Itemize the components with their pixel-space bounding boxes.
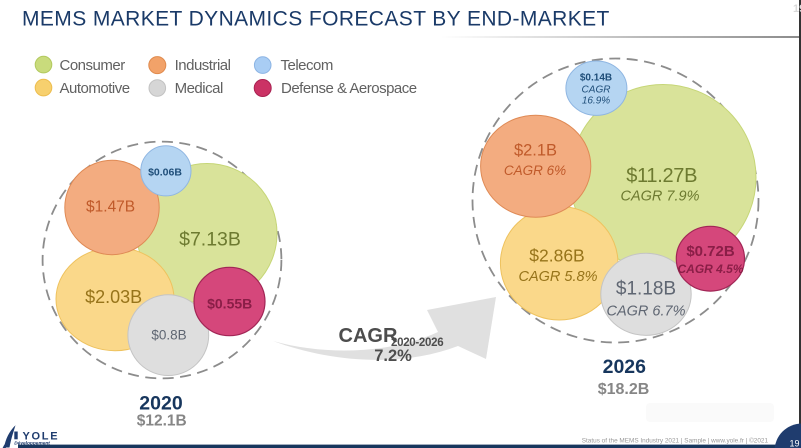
svg-text:$11.27B: $11.27B xyxy=(626,165,697,187)
svg-text:$0.72B: $0.72B xyxy=(686,243,735,260)
svg-text:Industrial: Industrial xyxy=(175,57,231,74)
svg-text:CAGR 4.5%: CAGR 4.5% xyxy=(677,262,743,276)
svg-text:CAGR 6.7%: CAGR 6.7% xyxy=(607,303,686,319)
svg-text:$0.14B: $0.14B xyxy=(580,73,612,84)
svg-text:Defense & Aerospace: Defense & Aerospace xyxy=(281,80,417,97)
svg-text:7.2%: 7.2% xyxy=(374,347,412,365)
svg-text:2020: 2020 xyxy=(139,393,183,415)
svg-text:Consumer: Consumer xyxy=(60,57,126,74)
svg-text:$7.13B: $7.13B xyxy=(179,229,241,251)
svg-text:$1.47B: $1.47B xyxy=(86,199,135,216)
svg-text:$2.03B: $2.03B xyxy=(85,287,142,307)
svg-text:YOLE: YOLE xyxy=(23,430,60,442)
svg-text:Développement: Développement xyxy=(14,440,50,446)
svg-text:19: 19 xyxy=(789,439,799,448)
svg-text:19: 19 xyxy=(793,3,801,15)
svg-text:$0.55B: $0.55B xyxy=(207,296,252,312)
svg-text:$18.2B: $18.2B xyxy=(598,381,650,398)
svg-text:$2.1B: $2.1B xyxy=(514,142,557,160)
svg-text:CAGR: CAGR xyxy=(582,85,611,96)
svg-text:$12.1B: $12.1B xyxy=(137,413,187,430)
svg-text:CAGR 7.9%: CAGR 7.9% xyxy=(621,189,700,205)
svg-text:CAGR 5.8%: CAGR 5.8% xyxy=(519,269,598,285)
svg-text:$2.86B: $2.86B xyxy=(529,246,584,266)
svg-text:$1.18B: $1.18B xyxy=(616,279,676,300)
svg-text:$0.06B: $0.06B xyxy=(148,167,182,179)
svg-text:CAGR: CAGR xyxy=(339,325,398,347)
svg-text:Telecom: Telecom xyxy=(281,57,333,74)
svg-text:Status of the MEMS Industry 20: Status of the MEMS Industry 2021 | Sampl… xyxy=(582,437,769,445)
svg-text:$0.8B: $0.8B xyxy=(151,328,186,343)
svg-text:MEMS MARKET DYNAMICS FORECAST: MEMS MARKET DYNAMICS FORECAST BY END-MAR… xyxy=(22,8,610,31)
svg-text:2020-2026: 2020-2026 xyxy=(391,337,443,349)
svg-text:Automotive: Automotive xyxy=(60,80,130,97)
svg-text:Medical: Medical xyxy=(175,80,223,97)
svg-text:16.9%: 16.9% xyxy=(582,95,610,106)
svg-text:2026: 2026 xyxy=(603,356,647,378)
svg-text:CAGR 6%: CAGR 6% xyxy=(504,163,566,178)
